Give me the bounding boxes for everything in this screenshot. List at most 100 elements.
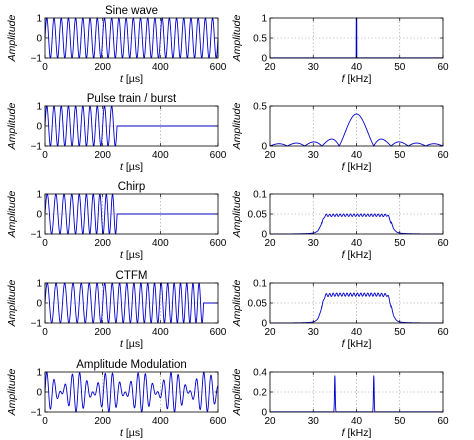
- x-tick-label: 200: [94, 62, 111, 73]
- y-tick-label: 1: [36, 368, 42, 379]
- x-tick-label: 40: [351, 416, 363, 427]
- y-tick-label: 0: [36, 299, 42, 310]
- axes-frame: [269, 105, 444, 147]
- x-tick-label: 20: [264, 416, 276, 427]
- y-axis-label: Amplitude: [6, 15, 18, 63]
- x-tick-label: 200: [94, 150, 111, 161]
- x-axis-unit: [µs]: [126, 161, 143, 173]
- x-axis-unit: [kHz]: [348, 427, 372, 439]
- x-tick-label: 400: [152, 238, 169, 249]
- x-tick-label: 600: [210, 327, 227, 338]
- x-tick-label: 60: [437, 238, 449, 249]
- x-tick-label: 0: [42, 327, 48, 338]
- x-tick-label: 400: [152, 327, 169, 338]
- y-tick-label: 0.5: [253, 102, 267, 113]
- x-tick-label: 400: [152, 62, 169, 73]
- x-tick-label: 30: [308, 62, 320, 73]
- x-tick-label: 50: [394, 327, 406, 338]
- y-tick-label: 0.05: [248, 299, 268, 310]
- x-tick-label: 20: [264, 62, 276, 73]
- y-tick-label: 0: [36, 388, 42, 399]
- x-tick-label: 0: [42, 416, 48, 427]
- x-axis-variable: t: [120, 73, 124, 85]
- x-axis-unit: [kHz]: [348, 338, 372, 350]
- series-line: [44, 371, 219, 413]
- y-tick-label: 1: [36, 14, 42, 25]
- x-axis-label: t [µs]: [120, 427, 143, 439]
- x-tick-label: 0: [42, 150, 48, 161]
- x-tick-label: 50: [394, 238, 406, 249]
- series-line: [44, 105, 219, 147]
- x-axis-variable: f: [342, 338, 346, 350]
- x-tick-label: 200: [94, 327, 111, 338]
- subplot-title: Sine wave: [105, 5, 158, 17]
- y-axis-label: Amplitude: [231, 15, 243, 63]
- x-axis-variable: t: [120, 249, 124, 261]
- x-axis-unit: [kHz]: [348, 161, 372, 173]
- y-axis-label: Amplitude: [231, 103, 243, 151]
- y-tick-label: 0.5: [253, 34, 267, 45]
- x-tick-label: 20: [264, 327, 276, 338]
- x-axis-unit: [µs]: [126, 338, 143, 350]
- x-axis-variable: t: [120, 161, 124, 173]
- y-tick-label: −1: [31, 408, 43, 419]
- x-tick-label: 30: [308, 150, 320, 161]
- x-tick-label: 40: [351, 150, 363, 161]
- x-axis-label: f [kHz]: [342, 427, 372, 439]
- y-tick-label: −1: [31, 319, 43, 330]
- x-tick-label: 20: [264, 238, 276, 249]
- y-axis-label: Amplitude: [6, 280, 18, 328]
- x-axis-unit: [kHz]: [348, 73, 372, 85]
- x-axis-variable: f: [342, 427, 346, 439]
- x-tick-label: 50: [394, 150, 406, 161]
- x-axis-variable: f: [342, 73, 346, 85]
- x-tick-label: 600: [210, 238, 227, 249]
- series-line: [44, 193, 219, 235]
- y-tick-label: 0.1: [253, 190, 267, 201]
- y-tick-label: 0.05: [248, 210, 268, 221]
- x-tick-label: 200: [94, 238, 111, 249]
- series-line: [44, 282, 219, 324]
- y-tick-label: 0.1: [253, 279, 267, 290]
- series-line: [269, 213, 444, 235]
- y-tick-label: 0: [36, 122, 42, 133]
- x-tick-label: 600: [210, 150, 227, 161]
- x-tick-label: 400: [152, 416, 169, 427]
- x-tick-label: 600: [210, 416, 227, 427]
- y-axis-label: Amplitude: [231, 369, 243, 417]
- y-tick-label: 0: [261, 54, 267, 65]
- x-tick-label: 60: [437, 150, 449, 161]
- x-axis-variable: f: [342, 249, 346, 261]
- subplot-4: 20 30 40 50 60 0 0.5 f [kHz] Amplitude: [231, 102, 449, 174]
- x-axis-variable: f: [342, 161, 346, 173]
- x-tick-label: 50: [394, 62, 406, 73]
- y-axis-label: Amplitude: [6, 103, 18, 151]
- y-tick-label: −1: [31, 54, 43, 65]
- y-axis-label: Amplitude: [6, 191, 18, 239]
- x-tick-label: 30: [308, 416, 320, 427]
- subplot-title: CTFM: [116, 270, 148, 282]
- x-axis-variable: t: [120, 338, 124, 350]
- x-axis-label: t [µs]: [120, 249, 143, 261]
- x-tick-label: 30: [308, 327, 320, 338]
- subplot-2: 20 30 40 50 60 0 0.5 1 f [kHz] Amplitude: [231, 14, 449, 86]
- y-tick-label: 1: [36, 190, 42, 201]
- y-tick-label: 0.4: [253, 368, 267, 379]
- x-tick-label: 60: [437, 62, 449, 73]
- x-axis-label: f [kHz]: [342, 73, 372, 85]
- subplot-10: 20 30 40 50 60 0 0.2 0.4 f [kHz] Amplitude: [231, 368, 449, 440]
- subplot-8: 20 30 40 50 60 0 0.05 0.1 f [kHz] Amplitude: [231, 279, 449, 351]
- x-tick-label: 40: [351, 238, 363, 249]
- series-line: [44, 17, 219, 59]
- x-tick-label: 50: [394, 416, 406, 427]
- series-line: [269, 113, 444, 147]
- y-tick-label: 0: [261, 408, 267, 419]
- x-tick-label: 400: [152, 150, 169, 161]
- y-axis-label: Amplitude: [231, 280, 243, 328]
- x-axis-label: f [kHz]: [342, 161, 372, 173]
